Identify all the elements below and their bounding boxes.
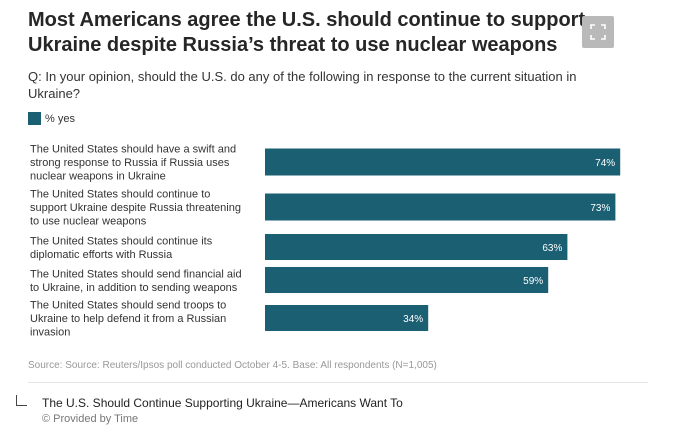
expand-icon [590,24,606,40]
expand-button[interactable] [582,16,614,48]
category-label-line: Ukraine to help defend it from a Russian [30,313,226,325]
survey-question: Q: In your opinion, should the U.S. do a… [28,69,577,101]
chart-source: Source: Source: Reuters/Ipsos poll condu… [28,360,437,371]
bar [265,267,549,293]
category-label-line: to use nuclear weapons [30,216,147,228]
category-label: The United States should have a swift an… [30,144,236,183]
data-label: 34% [403,314,423,325]
legend-swatch [28,112,41,125]
category-label-line: The United States should continue to [30,189,210,201]
category-label-line: The United States should send troops to [30,300,226,312]
category-label-line: The United States should have a swift an… [30,144,236,156]
divider [28,382,648,383]
chart-title: Most Americans agree the U.S. should con… [28,9,586,56]
category-label-line: strong response to Russia if Russia uses [30,157,230,169]
data-label: 74% [595,158,615,169]
bar [265,148,621,176]
image-caption-link[interactable]: The U.S. Should Continue Supporting Ukra… [42,396,403,410]
legend-label: % yes [45,112,75,125]
category-label: The United States should send troops to U… [30,300,226,339]
category-label-line: invasion [30,327,70,339]
data-label: 73% [590,203,610,214]
bar-chart: The United States should have a swift an… [30,144,621,339]
caption-corner-icon [16,395,27,406]
bar [265,234,568,260]
data-label: 59% [523,276,543,287]
category-label-line: The United States should send financial … [30,268,242,280]
bar [265,193,616,221]
category-label-line: to Ukraine, in addition to sending weapo… [30,282,238,294]
data-label: 63% [542,243,562,254]
category-label: The United States should send financial … [30,268,242,294]
category-label-line: support Ukraine despite Russia threateni… [30,202,241,214]
category-label-line: The United States should continue its [30,235,213,247]
bar [265,305,429,331]
category-label: The United States should continue its dip… [30,235,213,261]
category-label-line: nuclear weapons in Ukraine [30,171,166,183]
category-label: The United States should continue to supp… [30,189,241,228]
chart-legend: % yes [28,112,75,125]
image-credit: © Provided by Time [42,413,139,425]
category-label-line: diplomatic efforts with Russia [30,249,173,261]
